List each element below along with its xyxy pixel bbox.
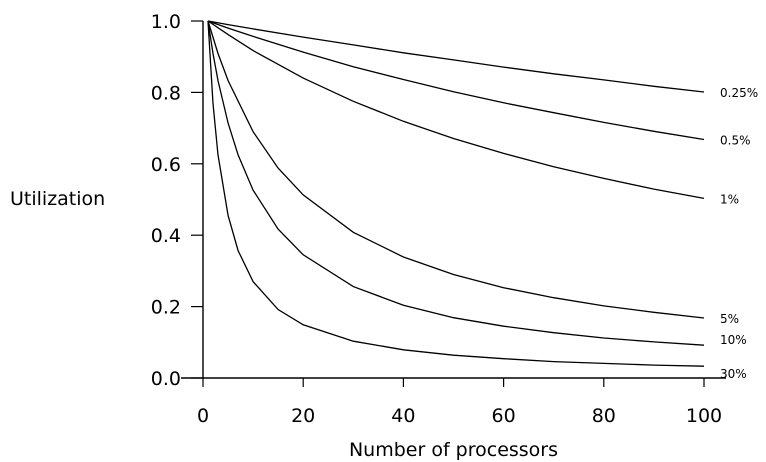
series-label: 30%: [720, 367, 747, 381]
series: [207, 20, 705, 367]
x-axis-label: Number of processors: [349, 439, 558, 461]
ticks: 0.0 0.2 0.4 0.6 0.8 1.0 0 20 40 60 80 100: [151, 11, 722, 427]
y-tick-label: 0.8: [151, 82, 181, 104]
x-tick-label: 60: [492, 405, 516, 427]
y-axis-label: Utilization: [10, 188, 105, 210]
series-line: [207, 20, 705, 141]
x-tick-label: 40: [391, 405, 415, 427]
x-tick-label: 0: [197, 405, 209, 427]
series-line: [207, 20, 705, 200]
series-label: 0.5%: [720, 134, 751, 148]
series-line: [207, 20, 705, 319]
series-line: [207, 20, 705, 346]
series-line: [207, 20, 705, 367]
y-tick-label: 0.0: [151, 368, 181, 390]
y-tick-label: 0.6: [151, 154, 181, 176]
series-line: [207, 20, 705, 93]
y-tick-label: 0.4: [151, 225, 181, 247]
y-tick-label: 0.2: [151, 297, 181, 319]
x-tick-label: 20: [291, 405, 315, 427]
series-label: 0.25%: [720, 86, 758, 100]
y-tick-label: 1.0: [151, 11, 181, 33]
series-label: 5%: [720, 312, 739, 326]
x-tick-label: 100: [686, 405, 722, 427]
series-label: 1%: [720, 192, 739, 206]
x-tick-label: 80: [592, 405, 616, 427]
series-label: 10%: [720, 333, 747, 347]
axes: [181, 21, 726, 379]
series-labels: 0.25% 0.5% 1% 5% 10% 30%: [720, 86, 758, 381]
